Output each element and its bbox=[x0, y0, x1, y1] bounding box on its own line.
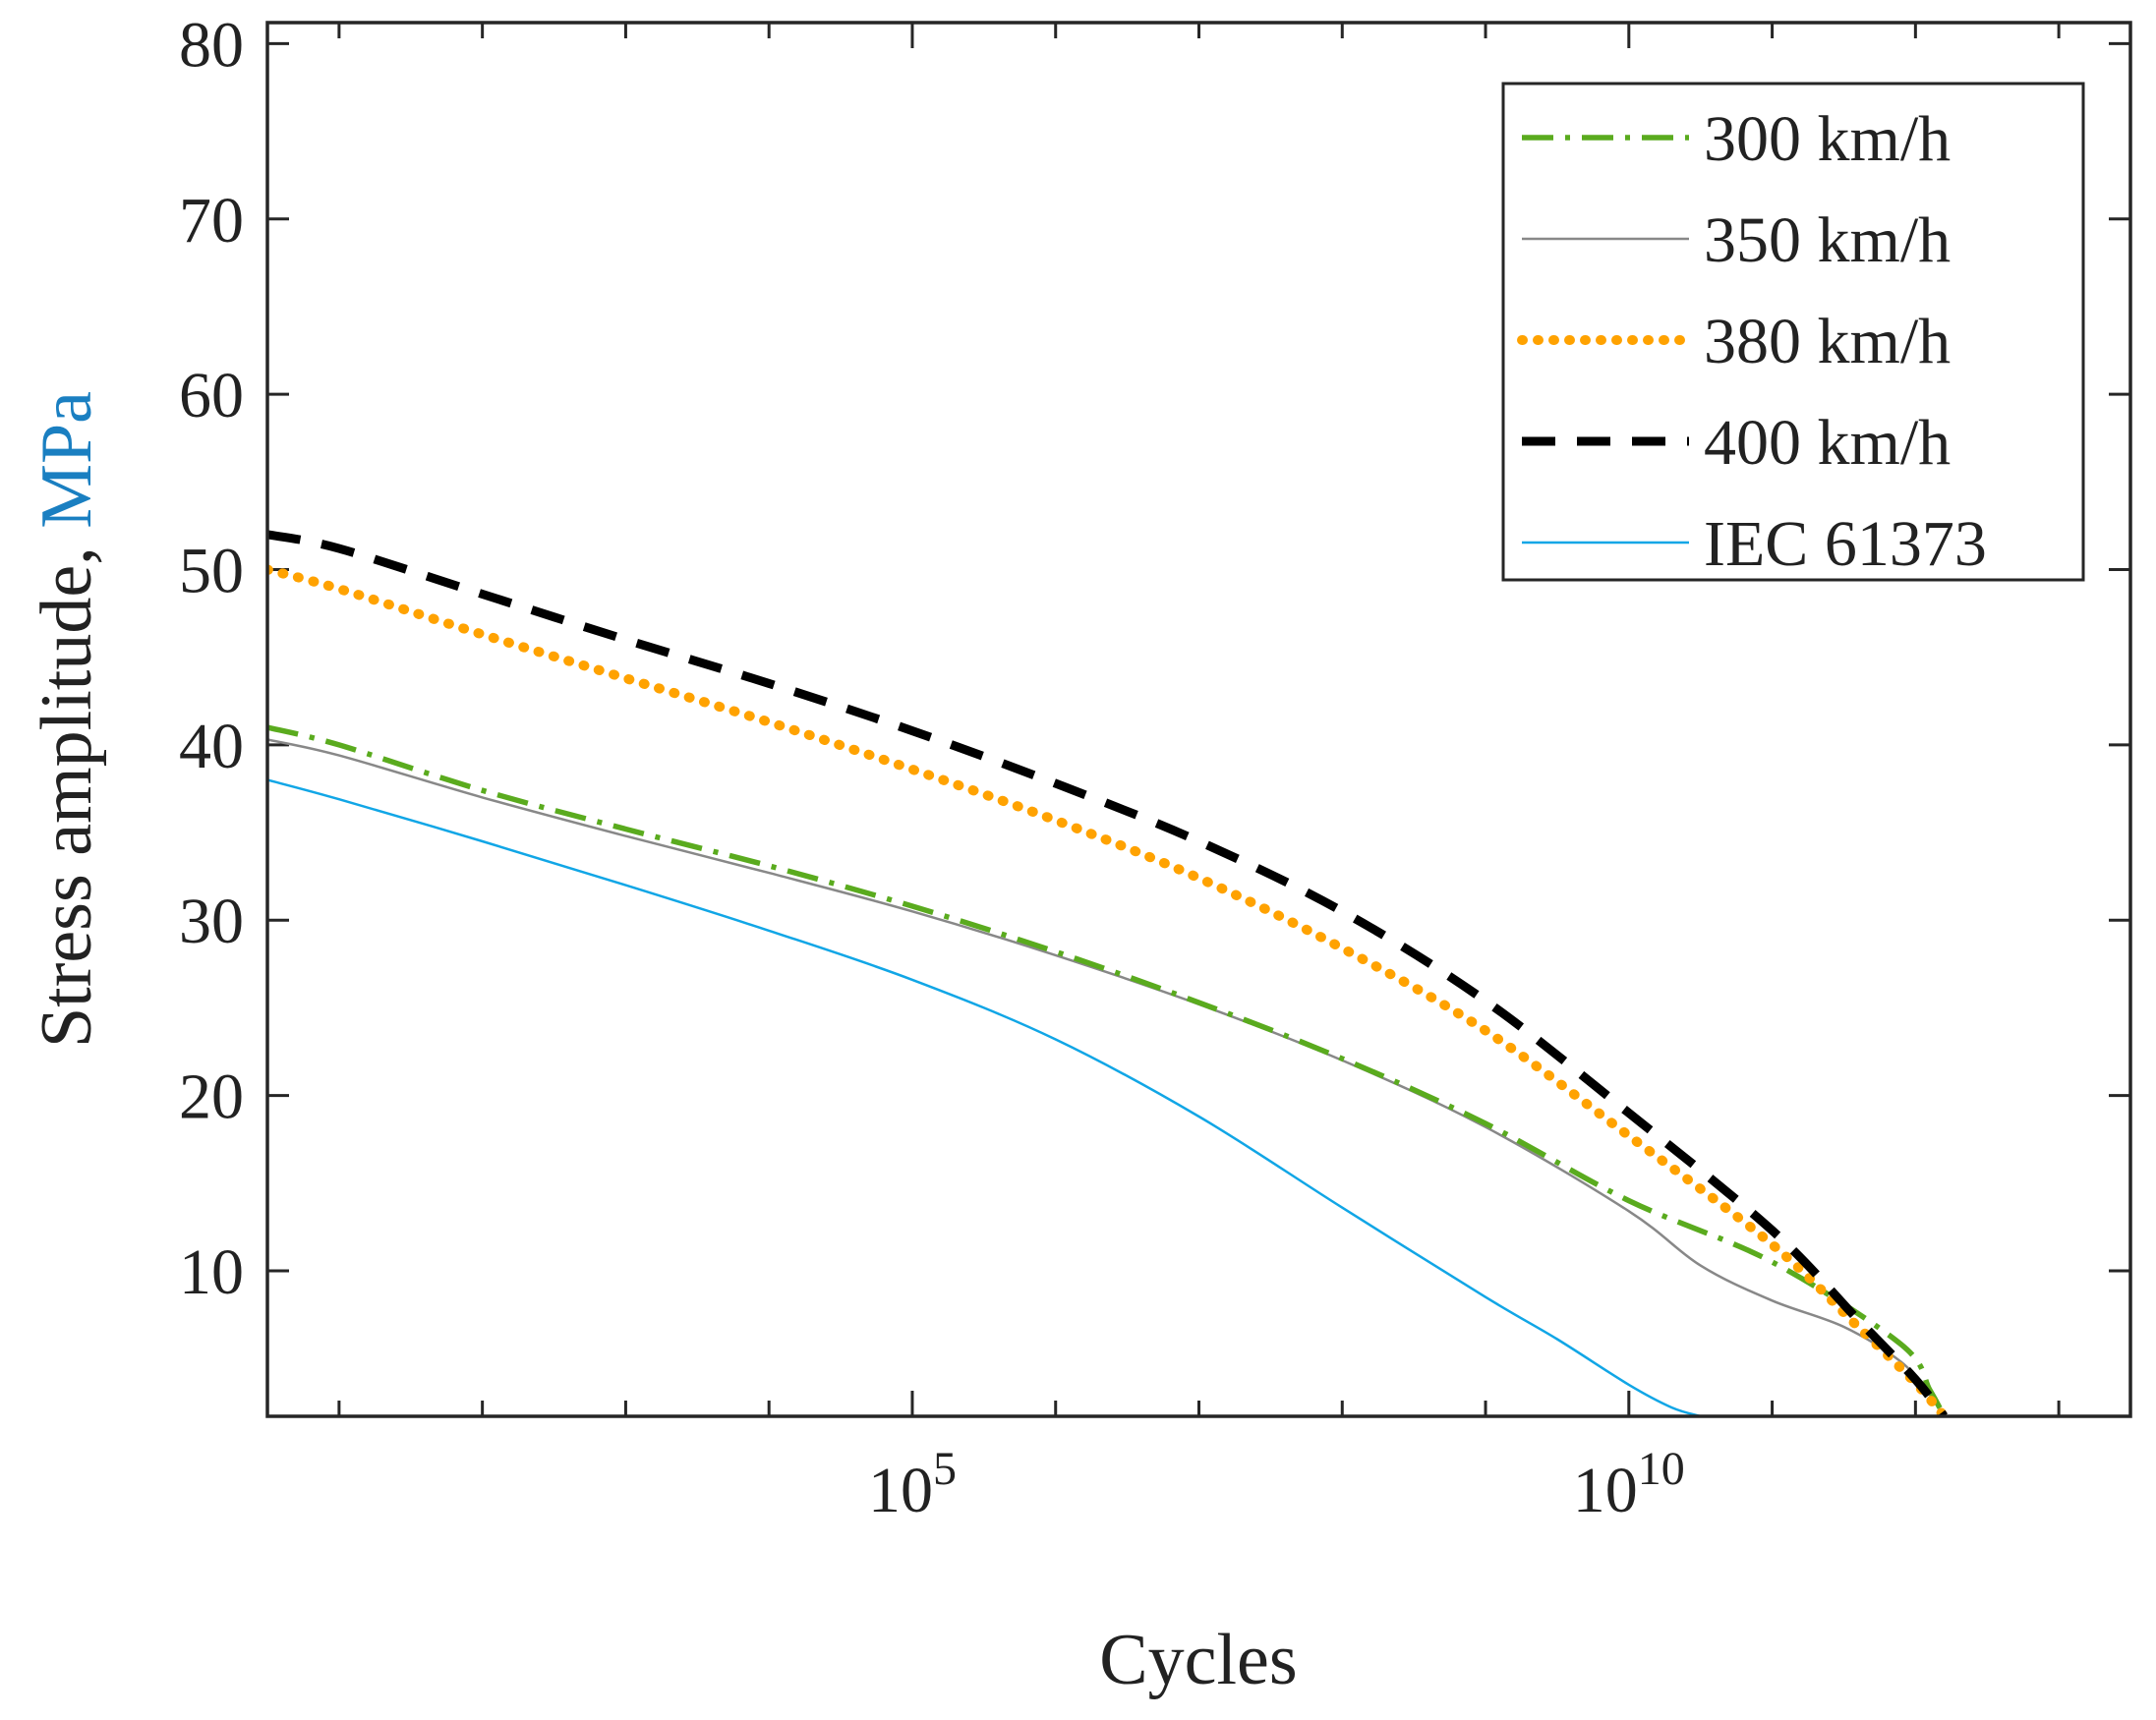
y-tick-label: 60 bbox=[179, 360, 244, 431]
y-tick-label: 20 bbox=[179, 1061, 244, 1133]
y-axis-title-unit: MPa bbox=[27, 391, 107, 529]
legend-label: IEC 61373 bbox=[1704, 508, 1987, 580]
legend-label: 350 km/h bbox=[1704, 204, 1951, 276]
y-tick-label: 40 bbox=[179, 711, 244, 782]
stress-cycles-chart: 1020304050607080 105 1010 Cycles Stress a… bbox=[0, 0, 2156, 1720]
legend-label: 380 km/h bbox=[1704, 306, 1951, 377]
x-axis-title: Cycles bbox=[1099, 1620, 1297, 1700]
y-axis-title: Stress amplitude, MPa bbox=[27, 391, 107, 1048]
y-tick-label: 80 bbox=[179, 9, 244, 81]
y-tick-label: 50 bbox=[179, 535, 244, 606]
legend-label: 300 km/h bbox=[1704, 103, 1951, 175]
y-axis-title-main: Stress amplitude, bbox=[27, 529, 107, 1048]
legend-label: 400 km/h bbox=[1704, 407, 1951, 479]
y-tick-label: 30 bbox=[179, 886, 244, 957]
y-tick-label: 10 bbox=[179, 1236, 244, 1308]
legend: 300 km/h 350 km/h 380 km/h 400 km/h IEC 6137… bbox=[1503, 84, 2083, 580]
y-tick-label: 70 bbox=[179, 185, 244, 257]
